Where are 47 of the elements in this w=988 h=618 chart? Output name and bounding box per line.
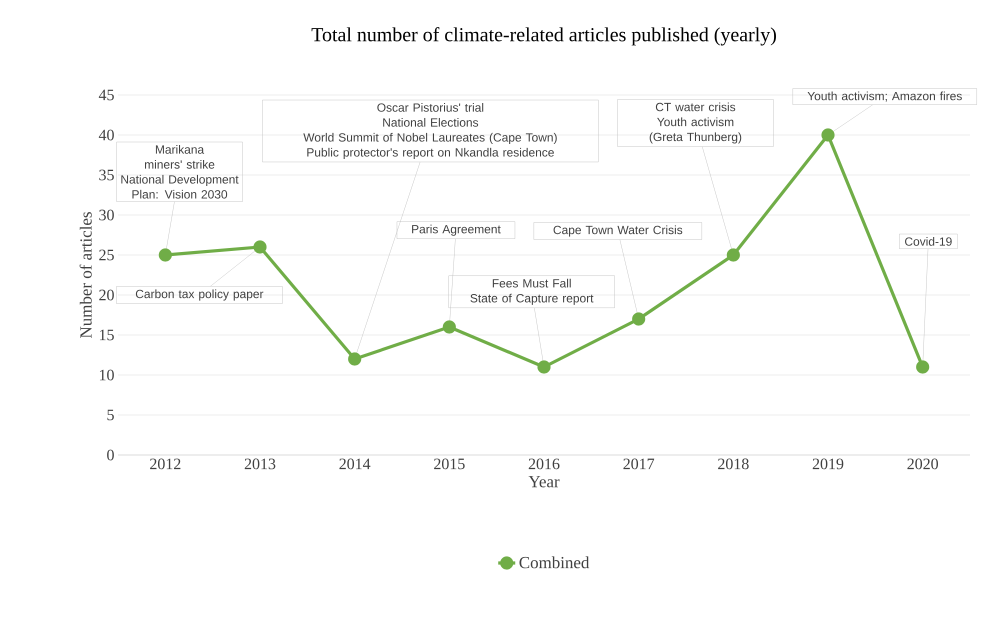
x-tick-label: 2013: [244, 458, 276, 470]
annotation: State of Capture report: [470, 294, 594, 305]
chart-title: Total number of climate-related articles published (yearly): [312, 27, 776, 46]
annotation: Fees Must Fall: [492, 278, 571, 288]
y-tick-label: 5: [107, 410, 114, 420]
annotation: Youth activism; Amazon fires: [808, 92, 962, 102]
y-tick-label: 0: [107, 450, 114, 460]
point: [726, 248, 740, 262]
point: [821, 128, 835, 142]
point: [537, 360, 551, 374]
y-tick-label: 15: [100, 330, 114, 340]
x-tick-label: 2018: [718, 458, 749, 470]
point: [253, 240, 267, 254]
legend-label: Combined: [520, 556, 590, 568]
annotation: National Development Plan: Vision 2030: [121, 174, 239, 199]
x-tick-label: 2017: [623, 458, 654, 470]
annotation: National Elections: [383, 118, 478, 127]
y-tick-label: 25: [99, 250, 114, 260]
y-tick-label: 40: [98, 130, 114, 140]
annotation: Oscar Pistorius' trial: [377, 103, 484, 112]
x-tick-label: 2012: [150, 458, 180, 470]
annotation: Cape Town Water Crisis: [554, 225, 682, 237]
y-tick-label: 45: [98, 90, 114, 100]
annotation: Youth activism (Greta Thunberg): [650, 117, 742, 144]
y-tick-label: 10: [100, 370, 114, 380]
x-tick-label: 2020: [907, 458, 938, 470]
annotation: Covid-19: [905, 237, 952, 246]
annotation: CT water crisis: [656, 102, 736, 112]
point: [158, 248, 172, 262]
y-axis-title: Number of articles: [80, 212, 92, 338]
annotation: Carbon tax policy paper: [136, 289, 264, 301]
y-tick-label: 35: [99, 170, 114, 180]
point: [348, 352, 362, 366]
point: [916, 360, 930, 374]
x-tick-label: 2014: [339, 458, 370, 470]
point: [442, 320, 456, 334]
point: [632, 312, 646, 326]
x-tick-label: 2015: [434, 458, 465, 470]
annotation: Paris Agreement: [412, 224, 501, 236]
y-tick-label: 20: [99, 290, 114, 300]
x-axis-title: Year: [528, 476, 560, 488]
y-tick-label: 30: [99, 210, 114, 220]
annotation: Public protector's report on Nkandla residence: [307, 148, 554, 159]
x-tick-label: 2019: [812, 458, 844, 470]
x-tick-label: 2016: [528, 458, 560, 470]
annotation: World Summit of Nobel Laureates (Cape Town): [303, 132, 557, 144]
annotation: Marikana miners' strike: [144, 145, 214, 169]
